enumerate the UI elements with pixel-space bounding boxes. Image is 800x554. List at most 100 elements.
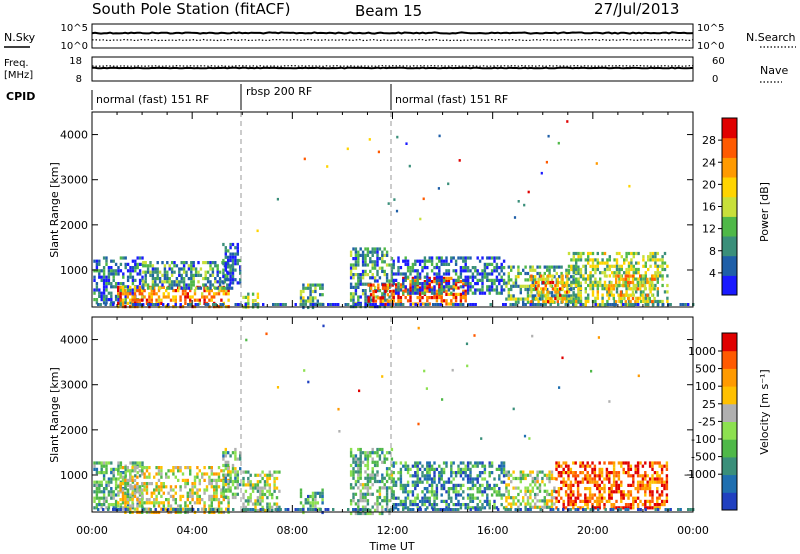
heatmap-cell [418,299,422,303]
heatmap-cell [502,480,506,484]
heatmap-cell [411,302,415,306]
heatmap-cell [570,280,573,284]
heatmap-cell [209,264,212,268]
heatmap-cell [651,280,654,285]
heatmap-cell [234,252,237,256]
heatmap-cell [181,478,185,482]
heatmap-cell [478,291,482,295]
heatmap-cell [430,296,434,300]
heatmap-cell [531,334,534,338]
heatmap-cell [543,281,546,285]
heatmap-cell [469,496,472,500]
heatmap-cell [554,296,557,301]
heatmap-cell [658,493,661,497]
heatmap-cell [110,467,113,471]
heatmap-cell [406,262,410,266]
heatmap-cell [654,255,657,259]
colorbar-segment [722,216,737,237]
heatmap-cell [352,257,355,261]
heatmap-cell [354,285,358,289]
heatmap-cell [575,277,578,281]
heatmap-cell [182,277,186,281]
heatmap-cell [548,291,551,295]
heatmap-cell [266,496,269,500]
heatmap-cell [606,290,609,294]
heatmap-cell [507,470,510,474]
heatmap-cell [642,299,645,304]
heatmap-cell [349,250,353,254]
heatmap-cell [361,292,365,296]
heatmap-cell [522,303,525,306]
heatmap-cell [627,293,630,297]
heatmap-cell [440,499,443,503]
heatmap-cell [624,506,628,510]
heatmap-cell [244,303,247,306]
heatmap-cell [462,259,465,263]
heatmap-cell [665,477,669,481]
heatmap-cell [601,296,604,300]
heatmap-cell [572,499,575,503]
heatmap-cell [450,276,453,280]
heatmap-cell [576,483,580,487]
heatmap-cell [459,506,463,510]
heatmap-cell [242,505,245,509]
heatmap-cell [450,302,453,306]
heatmap-cell [586,477,589,481]
heatmap-cell [440,285,443,289]
heatmap-cell [399,272,403,276]
colorbar-segment [722,137,737,158]
heatmap-cell [390,257,394,261]
heatmap-cell [661,277,664,281]
heatmap-cell [579,480,582,484]
heatmap-cell [105,471,108,475]
heatmap-cell [665,480,669,484]
heatmap-cell [234,303,237,306]
heatmap-cell [579,299,583,304]
heatmap-cell [261,470,264,474]
heatmap-cell [234,495,237,500]
heatmap-cell [651,258,655,262]
heatmap-cell [457,278,460,282]
heatmap-cell [102,471,106,475]
heatmap-cell [476,461,479,465]
heatmap-cell [144,273,147,277]
heatmap-cell [478,506,482,510]
heatmap-cell [528,437,531,440]
heatmap-cell [565,268,568,272]
heatmap-cell [199,286,203,290]
heatmap-cell [385,263,389,267]
heatmap-cell [600,499,604,503]
heatmap-cell [434,508,437,511]
heatmap-cell [502,467,506,471]
freq-unit: [MHz] [4,70,33,81]
heatmap-cell [110,487,113,491]
heatmap-cell [488,487,491,491]
heatmap-cell [307,380,310,384]
heatmap-cell [631,296,635,301]
heatmap-cell [124,467,127,471]
heatmap-cell [190,286,193,290]
heatmap-cell [419,303,422,306]
heatmap-cell [373,260,377,264]
heatmap-cell [575,251,578,256]
heatmap-cell [471,480,475,484]
heatmap-cell [390,457,394,461]
heatmap-cell [222,281,225,285]
heatmap-cell [466,278,470,282]
heatmap-cell [409,269,412,273]
heatmap-cell [522,496,525,500]
heatmap-cell [134,266,137,270]
heatmap-cell [263,480,267,484]
heatmap-cell [411,480,415,484]
heatmap-cell [361,276,365,280]
heatmap-cell [247,299,250,303]
heatmap-cell [450,499,453,503]
heatmap-cell [229,255,232,259]
heatmap-cell [349,499,353,503]
heatmap-cell [584,280,587,284]
heatmap-cell [486,499,489,503]
heatmap-cell [180,277,183,281]
heatmap-cell [263,492,267,497]
heatmap-cell [512,297,515,301]
heatmap-cell [418,282,422,286]
